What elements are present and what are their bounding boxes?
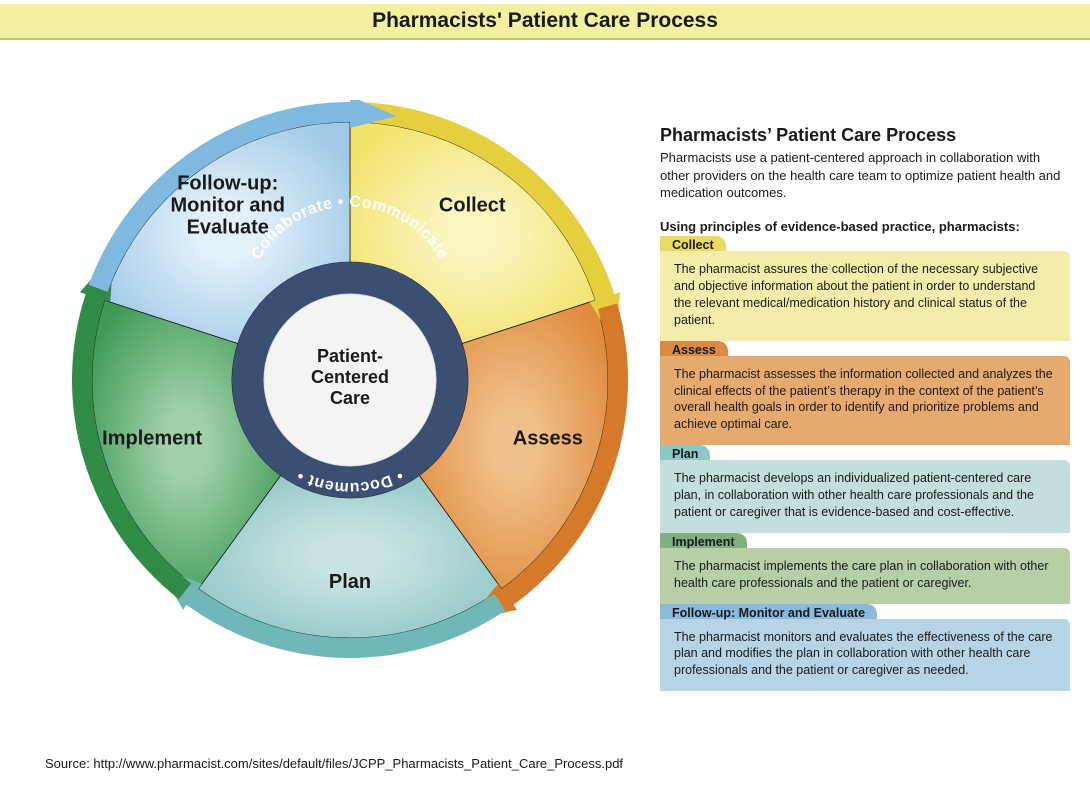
wedge-label-collect: Collect [439, 195, 506, 217]
card-collect: CollectThe pharmacist assures the collec… [660, 251, 1070, 341]
right-subhead: Using principles of evidence-based pract… [660, 218, 1070, 236]
page-title: Pharmacists' Patient Care Process [372, 9, 718, 33]
cards-host: CollectThe pharmacist assures the collec… [660, 251, 1070, 691]
card-assess: AssessThe pharmacist assesses the inform… [660, 356, 1070, 446]
source-line: Source: http://www.pharmacist.com/sites/… [45, 756, 623, 771]
process-wheel: CollectAssessPlanImplementFollow-up:Moni… [70, 100, 630, 660]
wedge-label-assess: Assess [513, 427, 583, 449]
wedge-label-plan: Plan [329, 571, 371, 593]
card-plan: PlanThe pharmacist develops an individua… [660, 460, 1070, 533]
wedge-label-implement: Implement [102, 427, 202, 449]
card-tab-assess: Assess [660, 341, 728, 356]
card-body-plan: The pharmacist develops an individualize… [674, 470, 1056, 521]
header-band: Pharmacists' Patient Care Process [0, 4, 1090, 40]
right-column: Pharmacists’ Patient Care Process Pharma… [660, 125, 1070, 691]
card-implement: ImplementThe pharmacist implements the c… [660, 548, 1070, 604]
card-body-collect: The pharmacist assures the collection of… [674, 261, 1056, 329]
card-body-implement: The pharmacist implements the care plan … [674, 558, 1056, 592]
card-tab-implement: Implement [660, 533, 747, 548]
card-followup: Follow-up: Monitor and EvaluateThe pharm… [660, 619, 1070, 692]
right-title: Pharmacists’ Patient Care Process [660, 125, 1070, 146]
right-intro: Pharmacists use a patient-centered appro… [660, 149, 1070, 202]
card-tab-followup: Follow-up: Monitor and Evaluate [660, 604, 877, 619]
card-tab-collect: Collect [660, 236, 726, 251]
card-tab-plan: Plan [660, 445, 710, 460]
wheel-svg: CollectAssessPlanImplementFollow-up:Moni… [70, 100, 630, 660]
card-body-followup: The pharmacist monitors and evaluates th… [674, 629, 1056, 680]
card-body-assess: The pharmacist assesses the information … [674, 366, 1056, 434]
